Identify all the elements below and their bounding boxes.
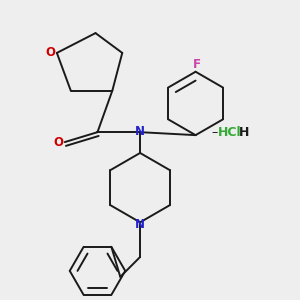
Text: HCl: HCl	[218, 126, 241, 139]
Text: O: O	[54, 136, 64, 148]
Text: N: N	[135, 125, 145, 138]
Text: H: H	[239, 126, 249, 139]
Text: F: F	[193, 58, 201, 71]
Text: N: N	[135, 218, 145, 231]
Text: O: O	[45, 46, 55, 59]
Text: –: –	[211, 126, 218, 139]
